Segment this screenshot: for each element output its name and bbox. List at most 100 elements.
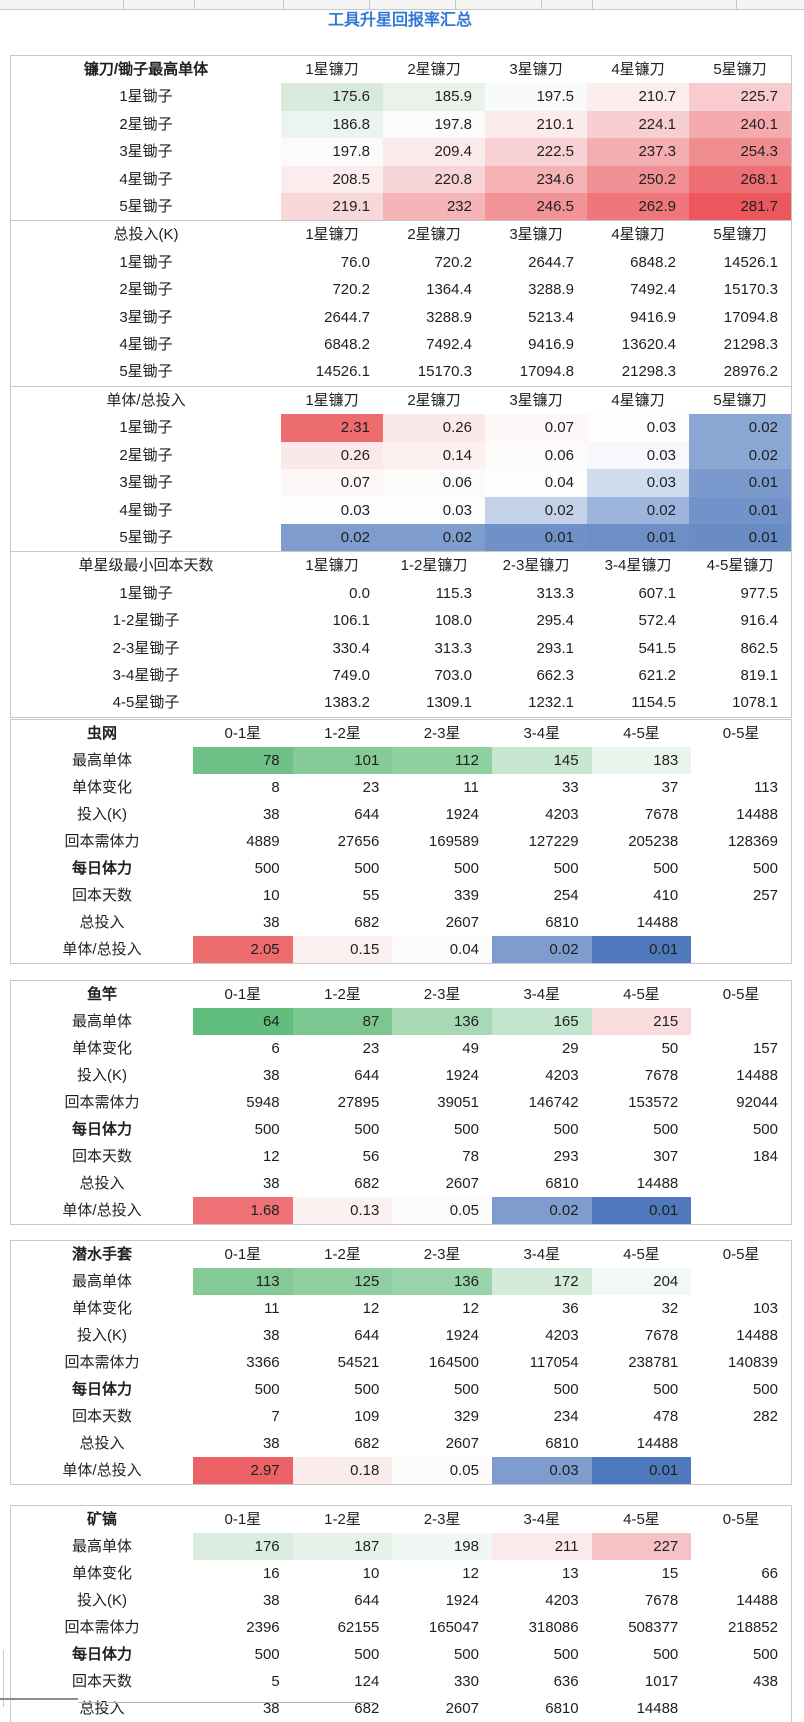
data-cell[interactable]: 1924 [445, 1327, 479, 1344]
data-cell[interactable]: 127229 [528, 833, 579, 850]
data-cell[interactable]: 14488 [636, 914, 679, 931]
data-cell[interactable]: 38 [262, 1175, 280, 1192]
data-cell[interactable]: 38 [262, 914, 280, 931]
data-cell[interactable]: 38 [262, 806, 280, 823]
data-cell[interactable]: 165047 [428, 1619, 479, 1636]
data-cell[interactable]: 136 [392, 1008, 492, 1035]
row-label[interactable]: 回本天数 [71, 887, 132, 904]
data-cell[interactable]: 478 [653, 1408, 679, 1425]
data-cell[interactable]: 0.01 [689, 496, 791, 524]
data-cell[interactable]: 1364.4 [426, 281, 472, 299]
data-cell[interactable]: 257 [752, 887, 778, 904]
data-cell[interactable]: 2644.7 [324, 308, 370, 326]
data-cell[interactable]: 500 [453, 1381, 479, 1398]
row-label[interactable]: 回本需体力 [64, 1354, 140, 1371]
data-cell[interactable]: 37 [661, 779, 679, 796]
data-cell[interactable]: 500 [553, 860, 579, 877]
data-cell[interactable]: 17094.8 [519, 363, 574, 381]
data-cell[interactable]: 0.04 [485, 469, 587, 497]
data-cell[interactable]: 0.07 [485, 414, 587, 442]
data-cell[interactable]: 0.02 [689, 414, 791, 442]
row-label[interactable]: 回本需体力 [64, 1094, 140, 1111]
data-cell[interactable]: 254 [553, 887, 579, 904]
column-header[interactable]: 2-3星 [423, 725, 461, 742]
data-cell[interactable]: 15170.3 [417, 363, 472, 381]
data-cell[interactable]: 262.9 [587, 193, 689, 221]
data-cell[interactable]: 9416.9 [528, 336, 574, 354]
data-cell[interactable]: 183 [591, 747, 692, 774]
data-cell[interactable]: 500 [752, 1646, 778, 1663]
data-cell[interactable]: 14488 [736, 1067, 778, 1084]
data-cell[interactable]: 0.01 [591, 936, 692, 963]
data-cell[interactable]: 62155 [337, 1619, 380, 1636]
row-label[interactable]: 投入(K) [77, 1592, 127, 1609]
column-header[interactable]: 3-4星 [523, 1246, 561, 1263]
data-cell[interactable]: 329 [453, 1408, 479, 1425]
column-header[interactable]: 3星镰刀 [509, 226, 563, 244]
column-header[interactable]: 2星镰刀 [407, 61, 461, 78]
column-header[interactable]: 4-5星镰刀 [706, 557, 774, 575]
column-header[interactable]: 0-5星 [722, 986, 760, 1003]
data-cell[interactable]: 218852 [727, 1619, 778, 1636]
data-cell[interactable]: 219.1 [281, 193, 383, 221]
row-label[interactable]: 每日体力 [71, 860, 132, 877]
data-cell[interactable]: 157 [752, 1040, 778, 1057]
data-cell[interactable]: 225.7 [689, 83, 791, 111]
data-cell[interactable]: 14488 [636, 1700, 679, 1717]
data-cell[interactable]: 38 [262, 1067, 280, 1084]
data-cell[interactable]: 7492.4 [630, 281, 676, 299]
data-cell[interactable]: 5948 [246, 1094, 280, 1111]
data-cell[interactable]: 23 [362, 1040, 380, 1057]
data-cell[interactable] [691, 1008, 791, 1035]
data-cell[interactable]: 113 [754, 779, 778, 796]
data-cell[interactable]: 55 [362, 887, 380, 904]
data-cell[interactable]: 21298.3 [621, 363, 676, 381]
data-cell[interactable]: 2607 [445, 1175, 479, 1192]
data-cell[interactable]: 3288.9 [426, 308, 472, 326]
data-cell[interactable]: 197.5 [485, 83, 587, 111]
data-cell[interactable]: 76.0 [340, 253, 370, 271]
data-cell[interactable]: 1017 [644, 1673, 679, 1690]
data-cell[interactable]: 0.02 [689, 441, 791, 470]
data-cell[interactable]: 9416.9 [630, 308, 676, 326]
data-cell[interactable]: 0.26 [383, 414, 485, 442]
column-header[interactable]: 1星镰刀 [305, 557, 359, 575]
data-cell[interactable]: 295.4 [536, 612, 574, 630]
row-label[interactable]: 最高单体 [71, 1013, 132, 1030]
column-header[interactable]: 4星镰刀 [611, 61, 665, 78]
data-cell[interactable]: 39051 [437, 1094, 479, 1111]
data-cell[interactable]: 117054 [529, 1354, 579, 1371]
row-label[interactable]: 5星锄子 [119, 528, 173, 546]
data-cell[interactable]: 15170.3 [723, 281, 778, 299]
data-cell[interactable]: 0.01 [689, 469, 791, 497]
data-cell[interactable]: 14526.1 [315, 363, 370, 381]
data-cell[interactable]: 500 [254, 1646, 280, 1663]
data-cell[interactable]: 220.8 [383, 165, 485, 194]
data-cell[interactable]: 187 [292, 1533, 393, 1560]
data-cell[interactable]: 1924 [445, 1067, 479, 1084]
data-cell[interactable]: 0.01 [485, 523, 587, 552]
data-cell[interactable]: 3366 [246, 1354, 280, 1371]
data-cell[interactable]: 115.3 [435, 584, 472, 602]
data-cell[interactable]: 38 [262, 1700, 280, 1717]
column-header[interactable]: 1-2星 [324, 1511, 361, 1528]
data-cell[interactable]: 2607 [445, 914, 479, 931]
data-cell[interactable]: 101 [292, 747, 393, 774]
column-header[interactable]: 0-5星 [722, 1246, 760, 1263]
data-cell[interactable]: 500 [354, 1381, 380, 1398]
row-label[interactable]: 单体变化 [71, 1565, 132, 1582]
data-cell[interactable]: 500 [254, 1381, 280, 1398]
column-header[interactable]: 1星镰刀 [305, 226, 359, 244]
data-cell[interactable]: 169589 [428, 833, 479, 850]
data-cell[interactable]: 198 [392, 1533, 492, 1560]
data-cell[interactable]: 1383.2 [324, 694, 370, 712]
data-cell[interactable]: 11 [264, 1300, 280, 1317]
row-label[interactable]: 2-3星锄子 [112, 639, 180, 657]
data-cell[interactable]: 703.0 [434, 666, 472, 684]
row-label[interactable]: 1星锄子 [119, 253, 173, 271]
data-cell[interactable]: 500 [453, 1646, 479, 1663]
data-cell[interactable]: 109 [354, 1408, 380, 1425]
data-cell[interactable]: 215 [591, 1008, 692, 1035]
data-cell[interactable]: 339 [453, 887, 479, 904]
data-cell[interactable]: 862.5 [740, 639, 778, 657]
